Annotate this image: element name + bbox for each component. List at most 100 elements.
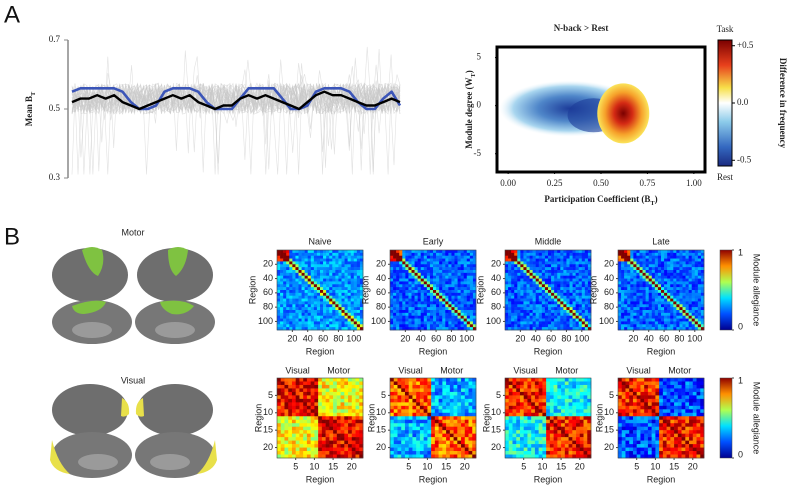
matrix-cell bbox=[682, 312, 686, 317]
matrix-cell bbox=[642, 295, 646, 299]
matrix-cell bbox=[335, 327, 339, 331]
matrix-cell bbox=[295, 312, 299, 317]
matrix-cell bbox=[572, 447, 577, 452]
motor-region bbox=[168, 247, 188, 276]
matrix-cell bbox=[299, 444, 304, 448]
matrix-cell bbox=[538, 324, 543, 328]
matrix-cell bbox=[461, 395, 466, 400]
matrix-cell bbox=[569, 284, 573, 288]
matrix-cell bbox=[648, 267, 653, 271]
matrix-cell bbox=[564, 398, 569, 403]
matrix-cell bbox=[553, 433, 558, 438]
matrix-cell bbox=[412, 451, 417, 455]
matrix-cell bbox=[472, 264, 477, 268]
matrix-cell bbox=[434, 433, 439, 438]
matrix-cell bbox=[303, 416, 308, 421]
matrix-cell bbox=[402, 301, 406, 305]
matrix-cell bbox=[280, 440, 285, 445]
matrix-cell bbox=[618, 284, 622, 288]
matrix-cell bbox=[511, 255, 515, 259]
matrix-cell bbox=[298, 278, 302, 282]
matrix-cell bbox=[338, 307, 342, 311]
matrix-cell bbox=[541, 252, 546, 257]
matrix-cell bbox=[329, 250, 333, 254]
matrix-cell bbox=[563, 327, 567, 331]
matrix-cell bbox=[472, 290, 477, 294]
matrix-cell bbox=[472, 433, 477, 438]
matrix-cell bbox=[348, 391, 353, 396]
matrix-cell bbox=[621, 315, 625, 319]
matrix-cell bbox=[336, 405, 341, 410]
matrix-cell bbox=[335, 272, 339, 277]
matrix-cell bbox=[648, 327, 653, 331]
matrix-cell bbox=[427, 402, 432, 407]
matrix-cell bbox=[288, 430, 293, 434]
matrix-cell bbox=[333, 433, 338, 438]
matrix-cell bbox=[664, 324, 668, 328]
matrix-cell bbox=[531, 444, 536, 448]
matrix-cell bbox=[350, 287, 355, 291]
matrix-cell bbox=[408, 264, 412, 268]
matrix-cell bbox=[332, 315, 336, 319]
matrix-cell bbox=[667, 252, 671, 257]
brain-label: Visual bbox=[121, 375, 145, 385]
matrix-cell bbox=[332, 292, 336, 297]
matrix-cell bbox=[523, 272, 527, 277]
matrix-cell bbox=[526, 318, 530, 322]
matrix-cell bbox=[433, 284, 437, 288]
matrix-cell bbox=[639, 307, 643, 311]
matrix-cell bbox=[336, 378, 341, 382]
matrix-cell bbox=[516, 454, 521, 459]
matrix-cell bbox=[277, 301, 281, 305]
y-tick-label: 40 bbox=[263, 273, 273, 283]
matrix-cell bbox=[508, 281, 512, 285]
matrix-cell bbox=[427, 454, 432, 459]
matrix-cell bbox=[445, 312, 449, 317]
matrix-cell bbox=[523, 304, 527, 308]
matrix-cell bbox=[332, 270, 336, 274]
matrix-cell bbox=[408, 315, 412, 319]
matrix-cell bbox=[393, 272, 397, 277]
matrix-cell bbox=[333, 416, 338, 421]
matrix-cell bbox=[633, 261, 637, 265]
matrix-cell bbox=[356, 261, 361, 265]
matrix-cell bbox=[469, 264, 474, 268]
matrix-cell bbox=[581, 327, 586, 331]
matrix-cell bbox=[554, 281, 558, 285]
matrix-cell bbox=[561, 412, 566, 417]
matrix-cell bbox=[333, 437, 338, 441]
matrix-cell bbox=[648, 287, 653, 291]
matrix-cell bbox=[648, 315, 653, 319]
matrix-frame bbox=[504, 249, 592, 331]
matrix-cell bbox=[416, 391, 421, 396]
matrix-cell bbox=[423, 318, 428, 322]
matrix-cell bbox=[697, 275, 702, 279]
matrix-cell bbox=[581, 267, 586, 271]
matrix-cell bbox=[564, 381, 569, 386]
matrix-cell bbox=[557, 250, 561, 254]
matrix-cell bbox=[630, 292, 634, 297]
matrix-cell bbox=[451, 301, 455, 305]
matrix-cell bbox=[332, 258, 336, 262]
matrix-cell bbox=[657, 290, 662, 294]
matrix-cell bbox=[338, 321, 342, 325]
matrix-cell bbox=[472, 304, 477, 308]
matrix-cell bbox=[310, 381, 315, 386]
matrix-cell bbox=[546, 451, 551, 455]
matrix-cell bbox=[578, 284, 583, 288]
matrix-cell bbox=[417, 301, 422, 305]
matrix-cell bbox=[554, 287, 558, 291]
matrix-cell bbox=[575, 267, 580, 271]
matrix-cell bbox=[417, 261, 422, 265]
matrix-cell bbox=[538, 440, 543, 445]
matrix-cell bbox=[554, 324, 558, 328]
matrix-cell bbox=[554, 312, 558, 317]
matrix-cell bbox=[289, 310, 293, 314]
matrix-cell bbox=[642, 267, 646, 271]
matrix-cell bbox=[685, 258, 689, 262]
matrix-cell bbox=[527, 412, 532, 417]
matrix-cell bbox=[685, 307, 689, 311]
matrix-cell bbox=[396, 281, 400, 285]
matrix-cell bbox=[584, 327, 589, 331]
matrix-cell bbox=[288, 395, 293, 400]
